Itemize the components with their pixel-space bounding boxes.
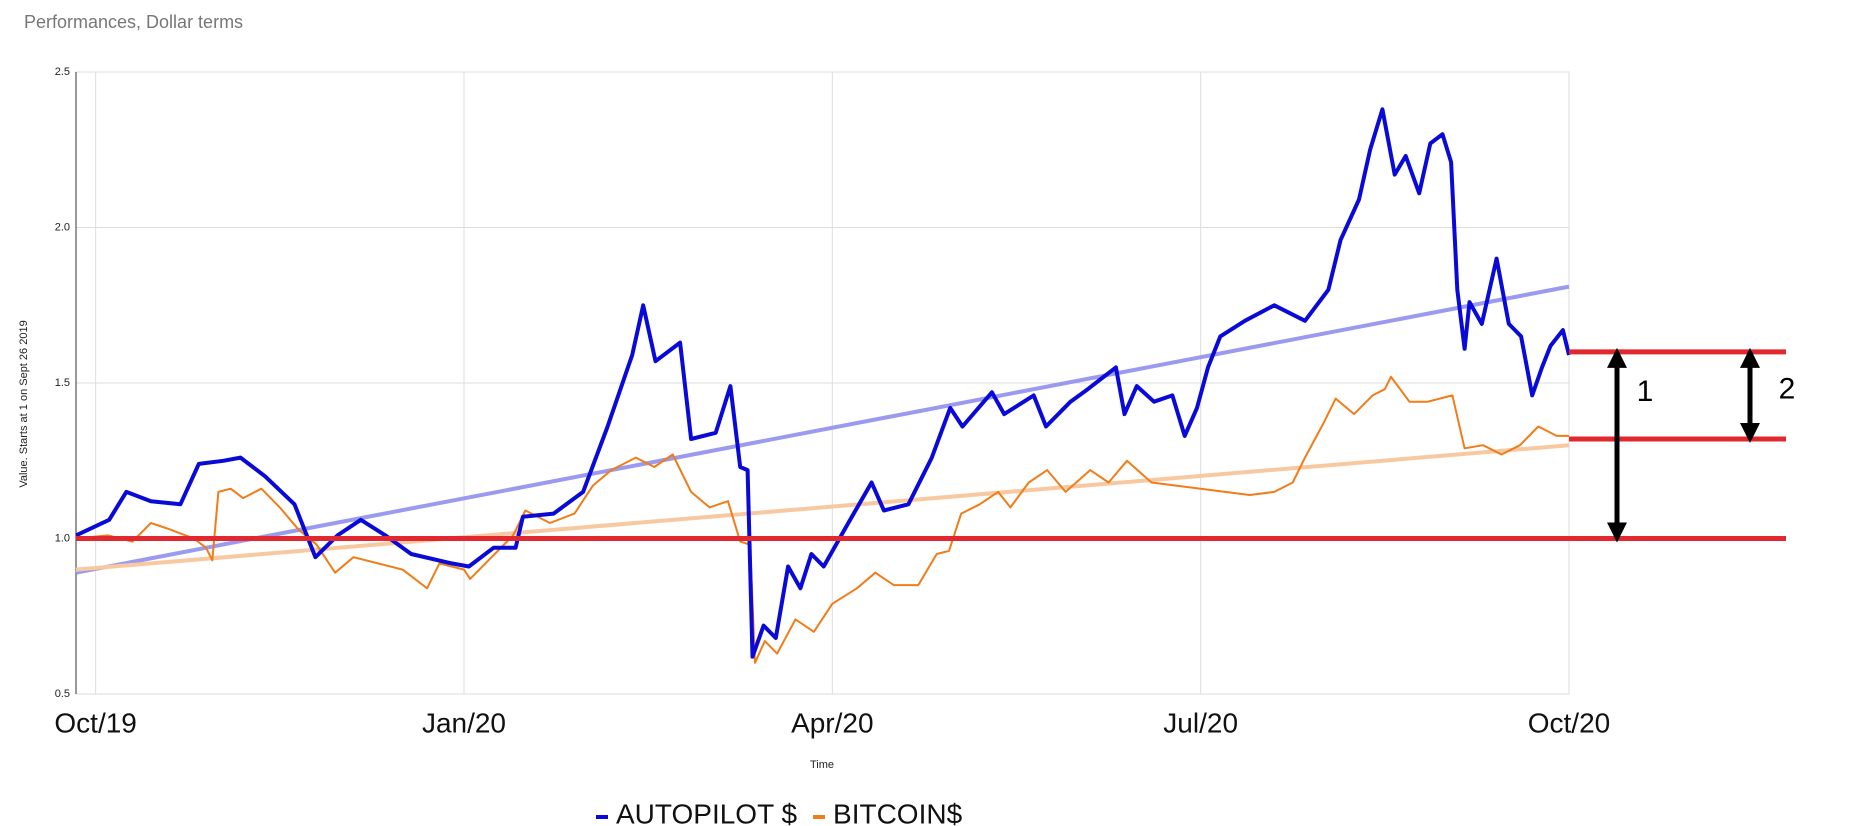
x-tick-label: Oct/20 bbox=[1528, 707, 1610, 738]
series-line bbox=[75, 375, 1569, 664]
legend-label: AUTOPILOT $ bbox=[616, 798, 797, 826]
trend-line bbox=[75, 284, 1570, 575]
y-tick-label: 1.5 bbox=[55, 377, 70, 389]
y-axis-label: Value. Starts at 1 on Sept 26 2019 bbox=[18, 320, 30, 487]
annotation-label: 2 bbox=[1779, 372, 1796, 405]
trend-line bbox=[75, 443, 1570, 572]
chart-title: Performances, Dollar terms bbox=[24, 12, 243, 32]
y-tick-label: 2.0 bbox=[55, 221, 70, 233]
x-tick-label: Apr/20 bbox=[791, 707, 874, 738]
series-line bbox=[75, 107, 1571, 659]
legend-label: BITCOIN$ bbox=[833, 798, 963, 826]
y-tick-label: 0.5 bbox=[55, 688, 70, 700]
annotation-label: 1 bbox=[1637, 375, 1654, 408]
legend: AUTOPILOT $ BITCOIN$ bbox=[596, 798, 963, 826]
x-tick-label: Jul/20 bbox=[1163, 707, 1238, 738]
x-tick-label: Jan/20 bbox=[422, 707, 506, 738]
x-tick-label: Oct/19 bbox=[54, 707, 136, 738]
y-tick-label: 1.0 bbox=[55, 532, 70, 544]
y-tick-label: 2.5 bbox=[55, 66, 70, 78]
grid: 0.5 1.0 1.5 2.0 2.5 Oct/19 Jan/20 Apr/20 Jul/20 O… bbox=[54, 66, 1610, 738]
x-axis-label: Time bbox=[810, 759, 834, 771]
